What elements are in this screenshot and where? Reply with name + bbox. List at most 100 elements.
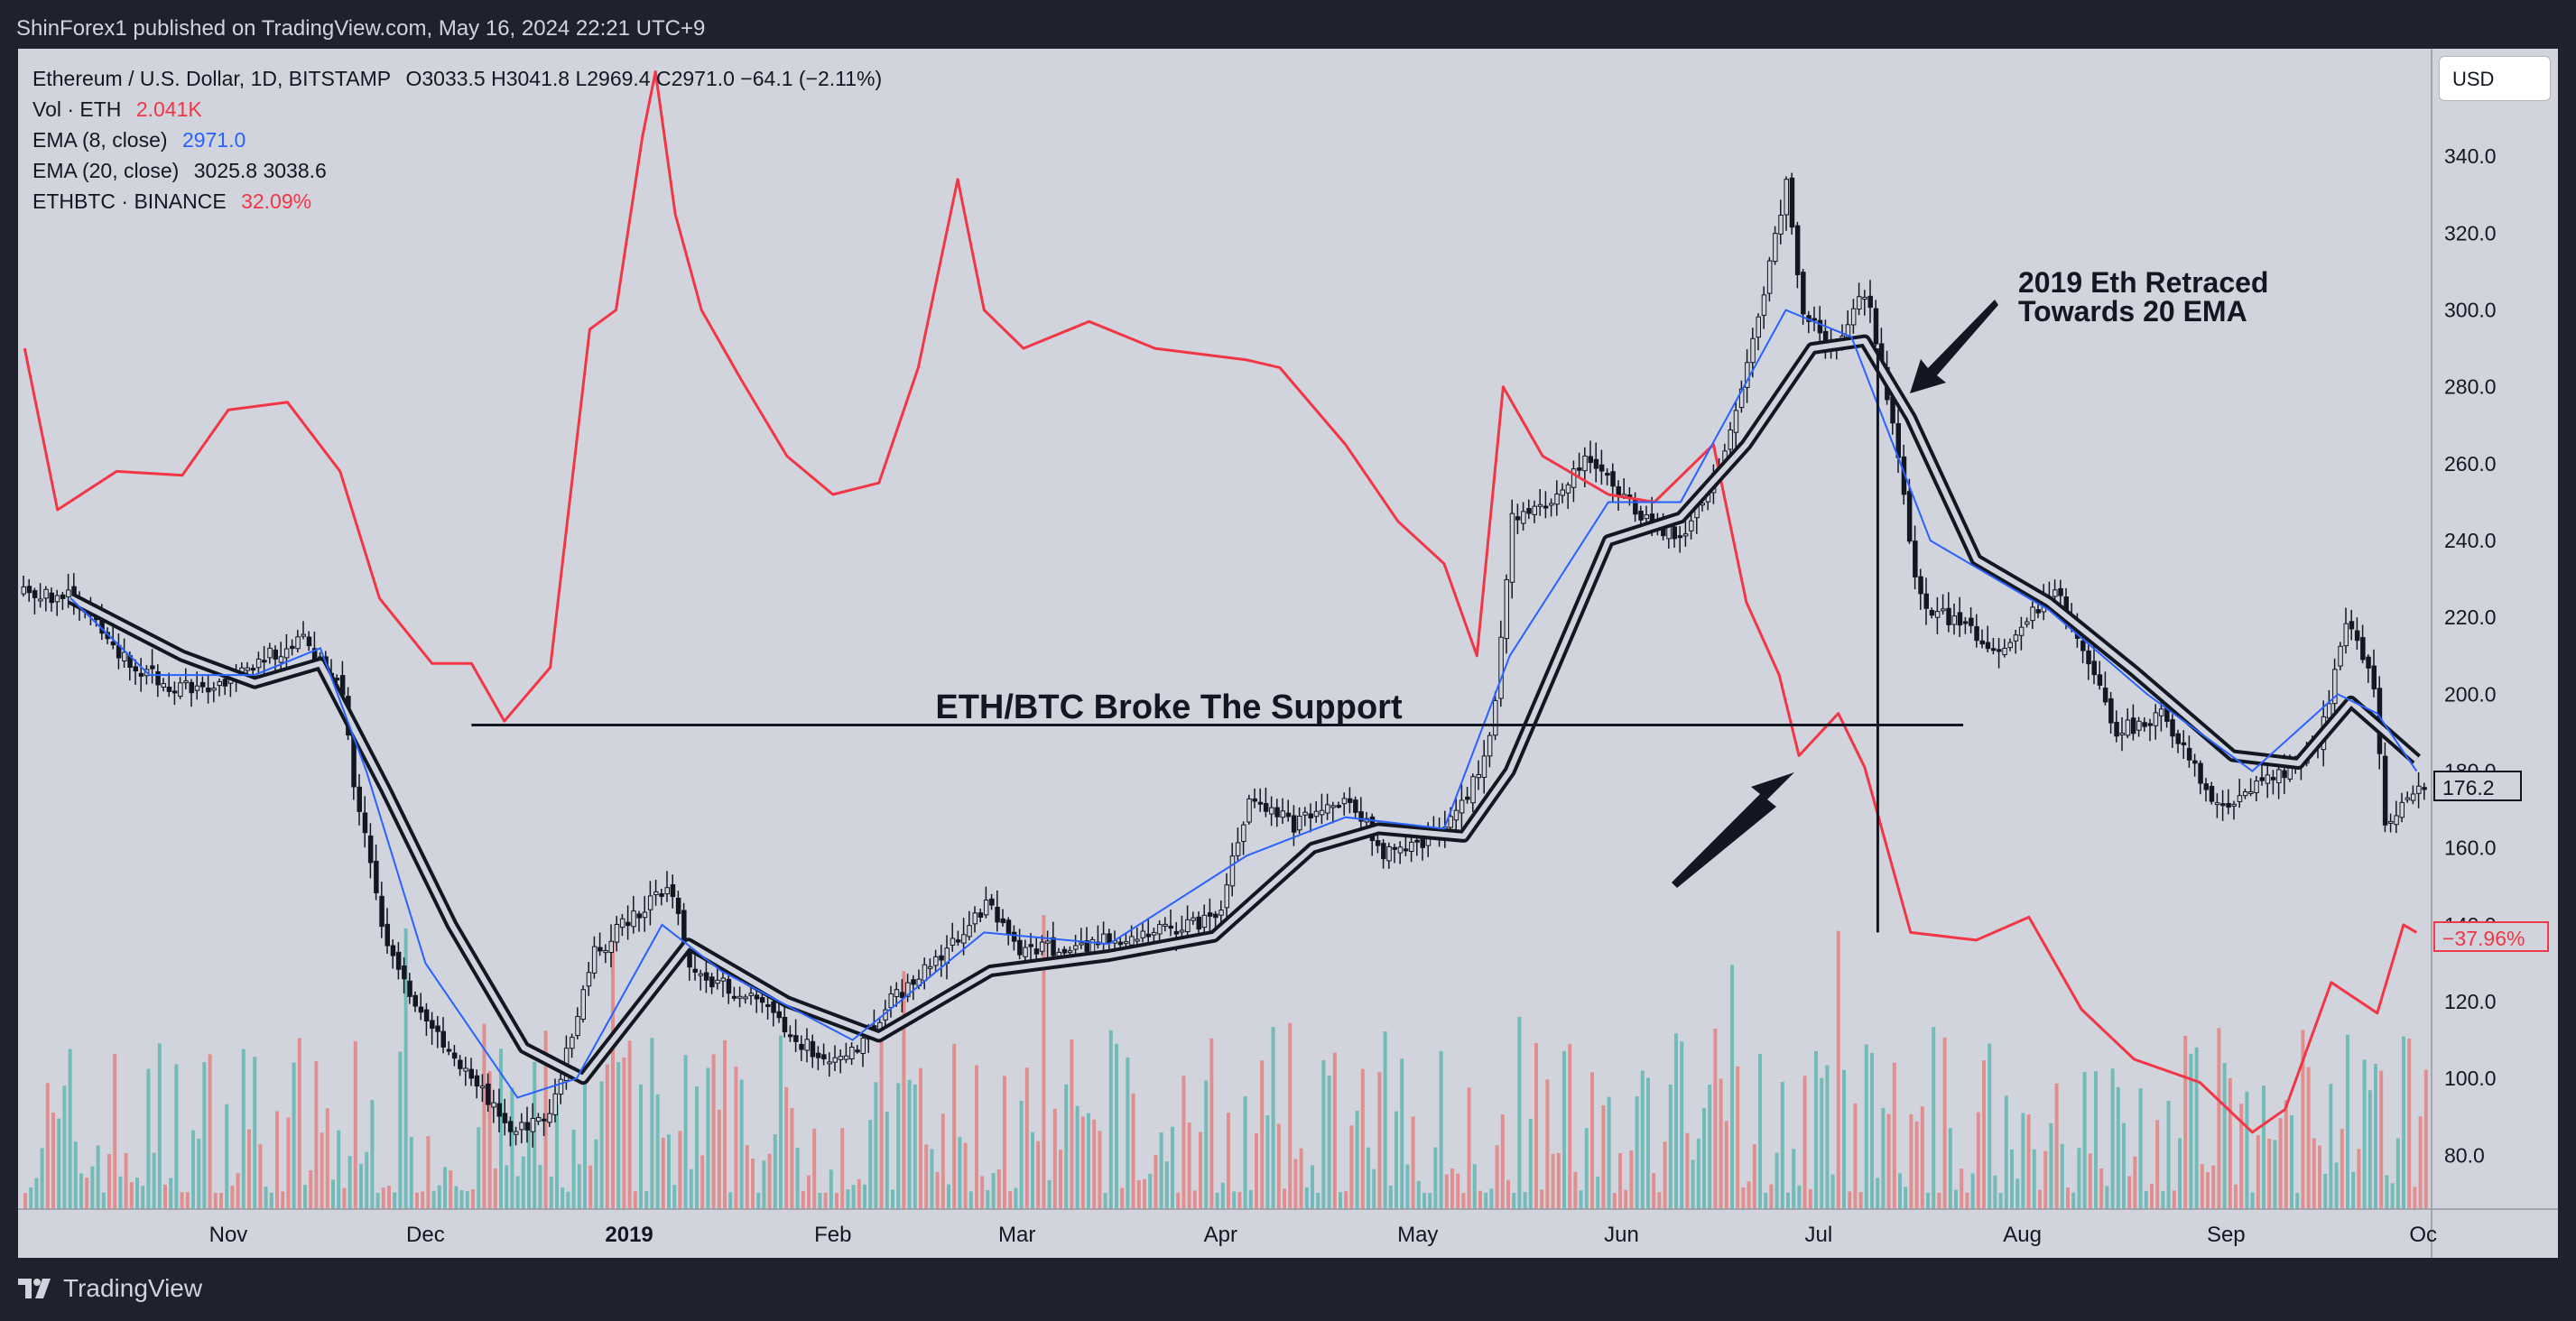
- candle-body: [1689, 520, 1694, 531]
- volume-bar: [2172, 1190, 2176, 1209]
- volume-bar: [1685, 1132, 1690, 1209]
- volume-bar: [1870, 1052, 1874, 1209]
- volume-bar: [1736, 1066, 1740, 1209]
- candle-body: [2114, 722, 2119, 737]
- volume-bar: [633, 1191, 637, 1209]
- retrace-label-line2: Towards 20 EMA: [2018, 295, 2247, 328]
- candle-body: [418, 1006, 424, 1013]
- volume-bar: [1730, 965, 1734, 1209]
- volume-bar: [2189, 1053, 2193, 1209]
- candle-body: [468, 1068, 474, 1079]
- volume-bar: [2206, 1171, 2210, 1209]
- volume-bar: [1019, 1100, 1024, 1209]
- legend-volume-row[interactable]: Vol · ETH 2.041K: [32, 94, 882, 125]
- candle-body: [552, 1093, 558, 1115]
- ethbtc-line[interactable]: [23, 70, 2418, 1134]
- volume-bar: [941, 1113, 945, 1209]
- volume-bar: [913, 1084, 917, 1209]
- candle-body: [1403, 848, 1409, 852]
- candle-body: [603, 949, 608, 954]
- volume-bar: [487, 1071, 492, 1209]
- candle-body: [1213, 913, 1219, 919]
- volume-bar: [499, 1048, 503, 1209]
- candle-body: [430, 1020, 435, 1030]
- volume-bar: [2239, 1104, 2244, 1209]
- candle-body: [217, 680, 222, 687]
- price-tick-label: 240.0: [2444, 529, 2497, 552]
- candle-body: [1173, 930, 1180, 935]
- volume-bar: [68, 1048, 72, 1209]
- volume-bar: [991, 1172, 996, 1209]
- volume-bar: [1948, 1128, 1952, 1209]
- volume-bar: [2082, 1072, 2087, 1209]
- volume-bar: [2144, 1190, 2148, 1209]
- volume-bar: [403, 928, 408, 1209]
- legend-symbol-row[interactable]: Ethereum / U.S. Dollar, 1D, BITSTAMP O30…: [32, 63, 882, 94]
- volume-bar: [101, 1192, 106, 1209]
- volume-bar: [381, 1187, 385, 1209]
- candle-body: [161, 683, 166, 688]
- volume-bar: [1540, 1189, 1544, 1209]
- volume-bar: [756, 1192, 761, 1209]
- candle-body: [1079, 942, 1084, 946]
- ema8-line[interactable]: [69, 309, 2418, 1099]
- volume-bar: [2032, 1149, 2036, 1209]
- candle-body: [306, 636, 312, 647]
- candle-body: [2091, 660, 2097, 676]
- volume-bar: [1209, 1038, 1214, 1209]
- volume-bar: [2273, 1140, 2277, 1209]
- volume-bar: [963, 1142, 968, 1209]
- candle-body: [2153, 712, 2159, 726]
- candle-body: [1521, 511, 1526, 524]
- volume-bar: [1607, 1096, 1611, 1209]
- candle-body: [2276, 769, 2282, 783]
- candle-body: [250, 668, 256, 671]
- volume-bar: [1098, 1131, 1102, 1209]
- chart-legend: Ethereum / U.S. Dollar, 1D, BITSTAMP O30…: [32, 63, 882, 217]
- volume-bar: [1472, 1164, 1477, 1209]
- candle-body: [486, 1083, 491, 1105]
- candle-body: [1101, 933, 1107, 945]
- volume-bar: [57, 1118, 61, 1209]
- arrow-down-left[interactable]: [1910, 300, 1998, 393]
- currency-button[interactable]: USD: [2439, 56, 2551, 101]
- volume-bar: [202, 1061, 207, 1209]
- volume-bar: [555, 1104, 559, 1209]
- volume-bar: [157, 1043, 162, 1209]
- candle-body: [1145, 933, 1152, 938]
- candle-body: [1039, 941, 1045, 952]
- volume-bar: [191, 1130, 195, 1209]
- candle-body: [927, 965, 933, 969]
- chart-frame[interactable]: [18, 49, 2558, 1258]
- volume-bar: [1321, 1060, 1326, 1209]
- legend-ema20-row[interactable]: EMA (20, close) 3025.8 3038.6: [32, 155, 882, 186]
- volume-bar: [1691, 1159, 1695, 1209]
- candle-body: [535, 1117, 542, 1122]
- price-tick-label: 300.0: [2444, 299, 2497, 322]
- volume-bar: [146, 1068, 151, 1209]
- candle-body: [1084, 940, 1089, 952]
- arrow-up-right[interactable]: [1672, 772, 1794, 888]
- candle-body: [709, 976, 715, 988]
- candle-body: [2181, 742, 2187, 745]
- volume-bar: [2217, 1028, 2221, 1209]
- legend-symbol[interactable]: Ethereum / U.S. Dollar, 1D, BITSTAMP: [32, 67, 392, 90]
- candle-body: [905, 982, 911, 997]
- candle-body: [110, 641, 116, 646]
- volume-bar: [907, 1079, 912, 1209]
- volume-bar: [672, 1184, 677, 1209]
- tradingview-logo[interactable]: TradingView: [18, 1274, 202, 1303]
- candle-body: [2192, 760, 2198, 764]
- price-tick-label: 160.0: [2444, 836, 2497, 860]
- candle-body: [692, 968, 698, 973]
- volume-bar: [2351, 1171, 2356, 1209]
- volume-bar: [2357, 1149, 2361, 1209]
- legend-ethbtc-row[interactable]: ETHBTC · BINANCE 32.09%: [32, 186, 882, 217]
- volume-bar: [874, 1082, 878, 1209]
- volume-bar: [996, 1169, 1001, 1209]
- legend-ema8-row[interactable]: EMA (8, close) 2971.0: [32, 125, 882, 155]
- time-tick-label: Jul: [1805, 1223, 1833, 1247]
- volume-bar: [437, 1185, 441, 1209]
- candle-body: [1616, 485, 1621, 496]
